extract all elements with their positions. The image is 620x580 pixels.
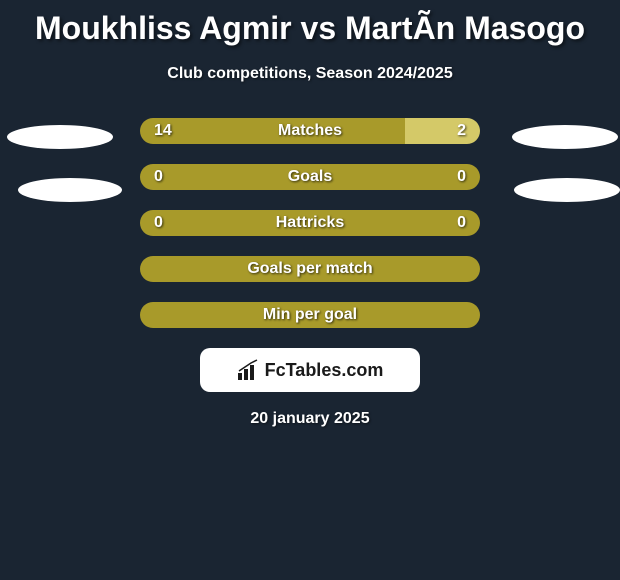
stat-row-matches: 14 Matches 2	[140, 118, 480, 144]
stat-label: Min per goal	[140, 302, 480, 328]
chart-icon	[237, 359, 259, 381]
stat-value-right: 0	[457, 210, 466, 236]
stat-value-right: 2	[457, 118, 466, 144]
stat-label: Matches	[140, 118, 480, 144]
stat-label: Goals	[140, 164, 480, 190]
stat-row-hattricks: 0 Hattricks 0	[140, 210, 480, 236]
fctables-logo: FcTables.com	[200, 348, 420, 392]
stat-row-min-per-goal: Min per goal	[140, 302, 480, 328]
stats-container: 14 Matches 2 0 Goals 0 0 Hattricks 0 Goa…	[0, 118, 620, 328]
stat-label: Goals per match	[140, 256, 480, 282]
date-text: 20 january 2025	[0, 410, 620, 428]
stat-row-goals-per-match: Goals per match	[140, 256, 480, 282]
stat-row-goals: 0 Goals 0	[140, 164, 480, 190]
page-title: Moukhliss Agmir vs MartÃ­n Masogo	[0, 0, 620, 47]
stat-label: Hattricks	[140, 210, 480, 236]
page-subtitle: Club competitions, Season 2024/2025	[0, 65, 620, 83]
logo-text: FcTables.com	[265, 360, 384, 381]
stat-value-right: 0	[457, 164, 466, 190]
